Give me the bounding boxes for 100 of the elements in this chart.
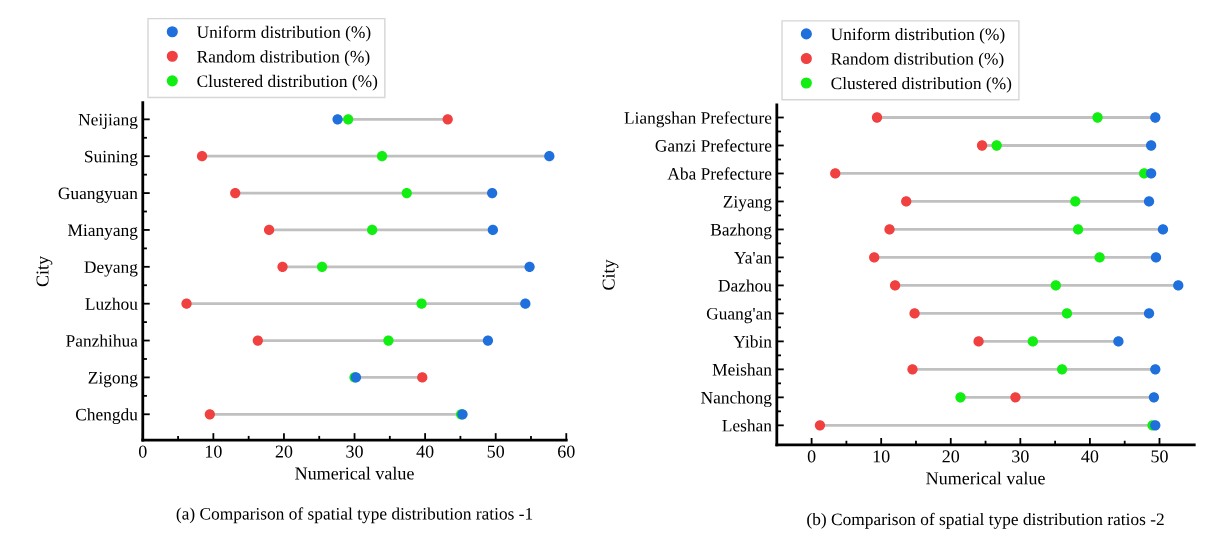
x-tick-label: 0 — [807, 450, 816, 463]
point — [1092, 112, 1103, 123]
point — [487, 224, 499, 236]
y-tick-label: Ziyang — [723, 195, 772, 212]
x-tick-label: 10 — [205, 445, 222, 458]
point — [901, 196, 912, 207]
y-tick-label: Ya'an — [734, 252, 772, 264]
y-tick-label: Bazhong — [710, 223, 772, 240]
point — [830, 168, 841, 179]
point — [230, 187, 241, 199]
point — [1145, 168, 1157, 179]
point — [1148, 392, 1160, 403]
x-tick-label: 50 — [487, 445, 505, 458]
text: (a) Comparison of spatial type distribution ratios -1 — [176, 507, 533, 524]
point — [884, 224, 895, 235]
point — [277, 261, 288, 272]
y-tick-label: Ganzi Prefecture — [655, 139, 772, 152]
y-axis-title: City — [36, 255, 53, 287]
x-tick-label: 20 — [275, 445, 293, 458]
y-tick-label: Deyang — [84, 261, 138, 277]
y-tick-label: Leshan — [722, 419, 772, 432]
y-tick-label: Guangyuan — [58, 187, 138, 203]
point — [524, 261, 535, 272]
point — [1150, 112, 1161, 123]
point — [1056, 364, 1068, 375]
x-axis-title: Numerical value — [926, 471, 1045, 485]
point — [955, 392, 966, 403]
point — [976, 140, 988, 151]
y-tick-label: Neijiang — [78, 113, 138, 130]
point — [889, 280, 901, 291]
point — [1113, 336, 1124, 347]
point — [442, 114, 453, 125]
point — [520, 298, 531, 309]
x-tick-label: 20 — [942, 450, 960, 463]
point — [417, 372, 428, 383]
y-tick-label: Meishan — [712, 363, 772, 376]
x-tick-label: 40 — [1081, 450, 1099, 463]
point — [482, 335, 494, 346]
legend-label: Uniform distribution (%) — [196, 25, 371, 42]
point — [1173, 280, 1184, 291]
point — [487, 187, 498, 199]
x-tick-label: 60 — [558, 445, 575, 458]
legend-label: Random distribution (%) — [831, 52, 1004, 69]
point — [1050, 280, 1061, 291]
point — [1027, 336, 1039, 347]
point — [252, 335, 263, 346]
y-tick-label: Aba Prefecture — [667, 167, 772, 180]
y-tick-label: Luzhou — [85, 297, 138, 310]
point — [401, 187, 412, 199]
point — [316, 261, 328, 272]
point — [1145, 140, 1157, 151]
x-axis-title: Numerical value — [295, 466, 414, 480]
point — [1143, 308, 1155, 319]
y-tick-label: Suining — [85, 150, 138, 166]
point — [343, 114, 354, 125]
y-tick-label: Guang'an — [706, 307, 772, 324]
point — [263, 224, 275, 236]
legend-label: Random distribution (%) — [197, 50, 370, 67]
point — [332, 114, 343, 125]
point — [869, 252, 880, 263]
point — [1061, 308, 1073, 319]
x-tick-label: 30 — [1012, 450, 1029, 463]
point — [367, 224, 378, 236]
point — [814, 420, 826, 431]
y-tick-label: Mianyang — [68, 224, 138, 240]
x-tick-label: 30 — [346, 445, 363, 458]
point — [1157, 224, 1169, 235]
legend-label: Uniform distribution (%) — [831, 27, 1005, 44]
y-axis-title: City — [602, 259, 619, 290]
text: (b) Comparison of spatial type distribution ratios -2 — [807, 512, 1164, 529]
y-tick-label: Zigong — [88, 371, 138, 388]
y-tick-label: Yibin — [733, 335, 772, 348]
x-tick-label: 50 — [1151, 450, 1168, 463]
y-tick-label: Nanchong — [701, 391, 772, 408]
point — [1150, 364, 1161, 375]
point — [1143, 196, 1155, 207]
x-tick-label: 0 — [138, 445, 147, 458]
point — [383, 335, 394, 346]
point — [871, 112, 883, 123]
point — [416, 298, 427, 309]
x-tick-label: 40 — [416, 445, 434, 458]
point — [1072, 224, 1084, 235]
point — [991, 140, 1002, 151]
point — [196, 151, 208, 162]
point — [181, 298, 192, 309]
point — [1150, 252, 1162, 263]
legend-label: Clustered distribution (%) — [197, 74, 378, 91]
point — [907, 364, 918, 375]
point — [909, 308, 920, 319]
y-tick-label: Chengdu — [75, 408, 138, 425]
point — [376, 151, 388, 162]
point — [204, 409, 215, 420]
y-tick-label: Panzhihua — [66, 334, 138, 347]
y-tick-label: Liangshan Prefecture — [624, 111, 772, 128]
x-tick-label: 10 — [873, 450, 890, 463]
legend-label: Clustered distribution (%) — [831, 77, 1012, 93]
point — [1070, 196, 1081, 207]
point — [1010, 392, 1021, 403]
y-tick-label: Dazhou — [718, 279, 772, 292]
point — [544, 151, 555, 162]
